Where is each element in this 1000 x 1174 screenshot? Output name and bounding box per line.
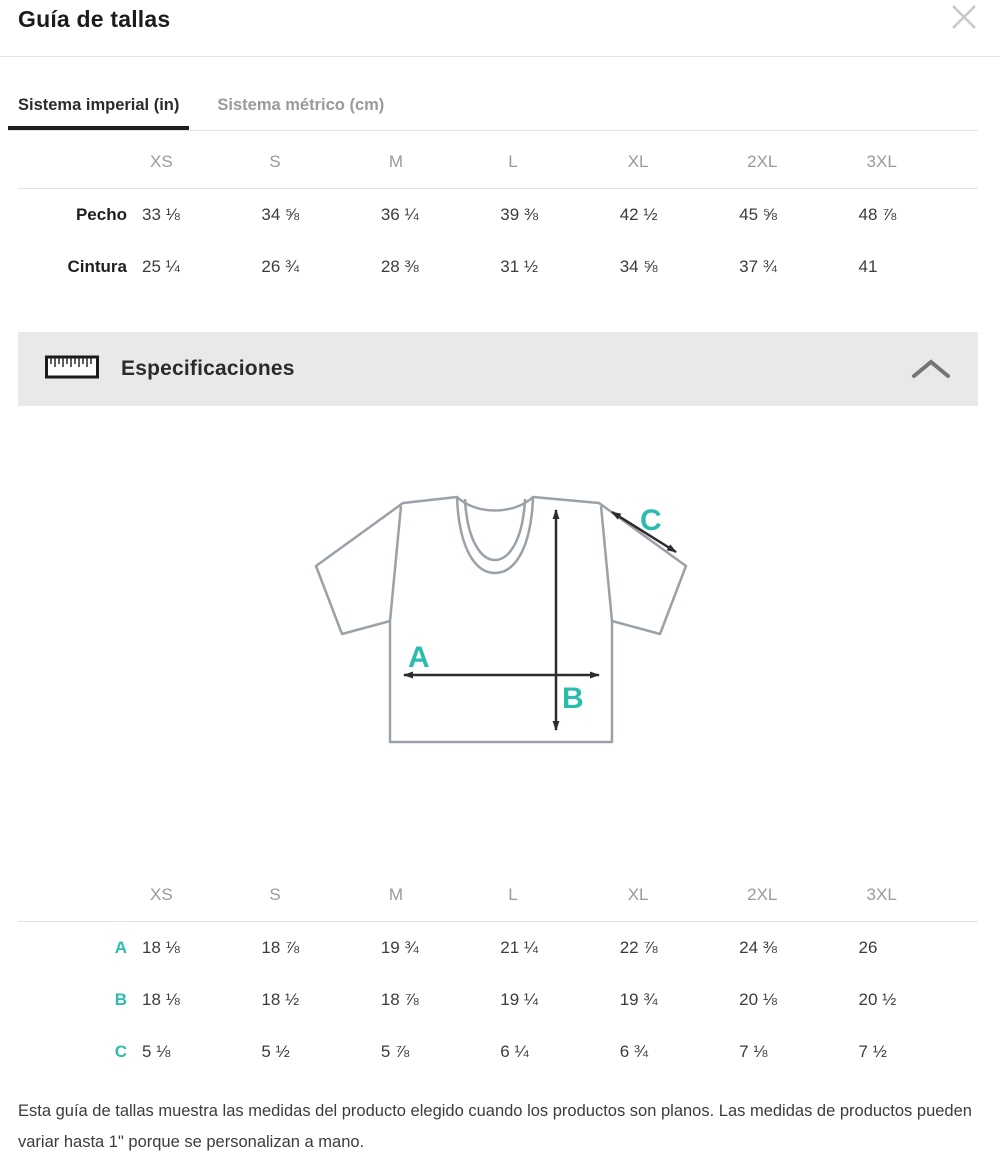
size-col-header: XS	[142, 139, 262, 189]
measure-cell: 24 ⅜	[739, 938, 777, 957]
chevron-up-icon[interactable]	[911, 359, 951, 379]
measure-cell: 28 ⅜	[380, 257, 419, 276]
measure-cell: 20 ⅛	[739, 990, 777, 1009]
spec-table: XS S M L XL 2XL 3XL A 18 ⅛ 18 ⅞ 19 ¾ 21 …	[18, 872, 978, 1078]
size-col-header: S	[261, 872, 381, 922]
tshirt-outline	[314, 495, 688, 744]
size-col-header: 2XL	[739, 139, 859, 189]
size-col-header: L	[500, 872, 620, 922]
measure-cell: 19 ¾	[619, 990, 658, 1009]
measure-cell: 18 ⅞	[380, 990, 419, 1009]
measure-table: XS S M L XL 2XL 3XL Pecho 33 ⅛ 34 ⅝ 36 ¼…	[18, 139, 978, 293]
size-col-header: XS	[142, 872, 262, 922]
measure-cell: 39 ⅜	[500, 205, 539, 224]
diagram-label-a: A	[408, 641, 430, 674]
table-row-cintura: Cintura 25 ¼ 26 ¾ 28 ⅜ 31 ½ 34 ⅝ 37 ¾ 41	[18, 241, 978, 293]
size-col-header: M	[380, 139, 501, 189]
tab-metric[interactable]: Sistema métrico (cm)	[217, 96, 385, 114]
measure-cell: 41	[858, 257, 878, 276]
tab-imperial[interactable]: Sistema imperial (in)	[8, 96, 189, 130]
measure-cell: 7 ½	[858, 1042, 887, 1061]
specifications-title: Especificaciones	[121, 357, 295, 380]
size-col-header: L	[500, 139, 620, 189]
measure-cell: 6 ¾	[619, 1042, 649, 1061]
measure-cell: 21 ¼	[500, 938, 539, 957]
measure-cell: 48 ⅞	[858, 205, 897, 224]
specifications-header-bar[interactable]: Especificaciones	[18, 332, 978, 406]
row-label: B	[114, 990, 127, 1009]
close-x-icon	[948, 5, 980, 37]
tshirt-measurement-diagram: A B C	[0, 470, 1000, 780]
measure-cell: 18 ⅞	[261, 938, 300, 957]
measure-cell: 5 ½	[261, 1042, 290, 1061]
size-col-header: S	[261, 139, 381, 189]
unit-system-tabs: Sistema imperial (in) Sistema métrico (c…	[8, 96, 978, 131]
measure-cell: 34 ⅝	[619, 257, 658, 276]
table-row-a: A 18 ⅛ 18 ⅞ 19 ¾ 21 ¼ 22 ⅞ 24 ⅜ 26	[18, 922, 978, 975]
close-button[interactable]	[948, 2, 980, 34]
measure-cell: 5 ⅞	[380, 1042, 410, 1061]
measurement-arrows	[403, 509, 677, 731]
measure-cell: 6 ¼	[500, 1042, 529, 1061]
measure-table-section: XS S M L XL 2XL 3XL Pecho 33 ⅛ 34 ⅝ 36 ¼…	[0, 139, 1000, 293]
row-label: Cintura	[67, 257, 128, 276]
modal-header: Guía de tallas	[0, 0, 1000, 57]
measure-cell: 42 ½	[619, 205, 658, 224]
measure-cell: 5 ⅛	[142, 1042, 171, 1061]
measure-cell: 37 ¾	[739, 257, 777, 276]
diagram-label-b: B	[562, 682, 584, 715]
size-header-row: XS S M L XL 2XL 3XL	[18, 872, 978, 922]
measure-cell: 22 ⅞	[619, 938, 658, 957]
measure-cell: 19 ¼	[500, 990, 539, 1009]
measure-cell: 36 ¼	[380, 205, 419, 224]
table-row-c: C 5 ⅛ 5 ½ 5 ⅞ 6 ¼ 6 ¾ 7 ⅛ 7 ½	[18, 1026, 978, 1078]
size-col-header: XL	[619, 139, 740, 189]
measure-cell: 25 ¼	[142, 257, 180, 276]
row-label: C	[114, 1042, 127, 1061]
measure-cell: 18 ⅛	[142, 990, 180, 1009]
measure-cell: 19 ¾	[380, 938, 419, 957]
diagram-label-c: C	[640, 504, 662, 537]
table-row-pecho: Pecho 33 ⅛ 34 ⅝ 36 ¼ 39 ⅜ 42 ½ 45 ⅝ 48 ⅞	[18, 189, 978, 242]
ruler-icon	[45, 355, 99, 384]
row-label: Pecho	[75, 205, 127, 224]
arrow-C-sleeve	[611, 510, 677, 554]
size-col-header: 3XL	[858, 139, 978, 189]
measure-cell: 18 ½	[261, 990, 300, 1009]
measure-cell: 20 ½	[858, 990, 897, 1009]
corner-cell	[18, 872, 142, 922]
measure-cell: 18 ⅛	[142, 938, 180, 957]
measure-cell: 26	[858, 938, 878, 957]
measure-cell: 31 ½	[500, 257, 539, 276]
corner-cell	[18, 139, 142, 189]
page-title: Guía de tallas	[18, 6, 171, 32]
size-col-header: XL	[619, 872, 740, 922]
size-col-header: 3XL	[858, 872, 978, 922]
size-col-header: 2XL	[739, 872, 859, 922]
measure-cell: 7 ⅛	[739, 1042, 768, 1061]
measure-cell: 34 ⅝	[261, 205, 300, 224]
measure-cell: 33 ⅛	[142, 205, 180, 224]
table-row-b: B 18 ⅛ 18 ½ 18 ⅞ 19 ¼ 19 ¾ 20 ⅛ 20 ½	[18, 974, 978, 1026]
row-label: A	[114, 938, 127, 957]
size-col-header: M	[380, 872, 501, 922]
size-header-row: XS S M L XL 2XL 3XL	[18, 139, 978, 189]
size-guide-disclaimer: Esta guía de tallas muestra las medidas …	[18, 1102, 972, 1151]
spec-table-section: XS S M L XL 2XL 3XL A 18 ⅛ 18 ⅞ 19 ¾ 21 …	[0, 872, 1000, 1078]
measure-cell: 26 ¾	[261, 257, 300, 276]
measure-cell: 45 ⅝	[739, 205, 777, 224]
